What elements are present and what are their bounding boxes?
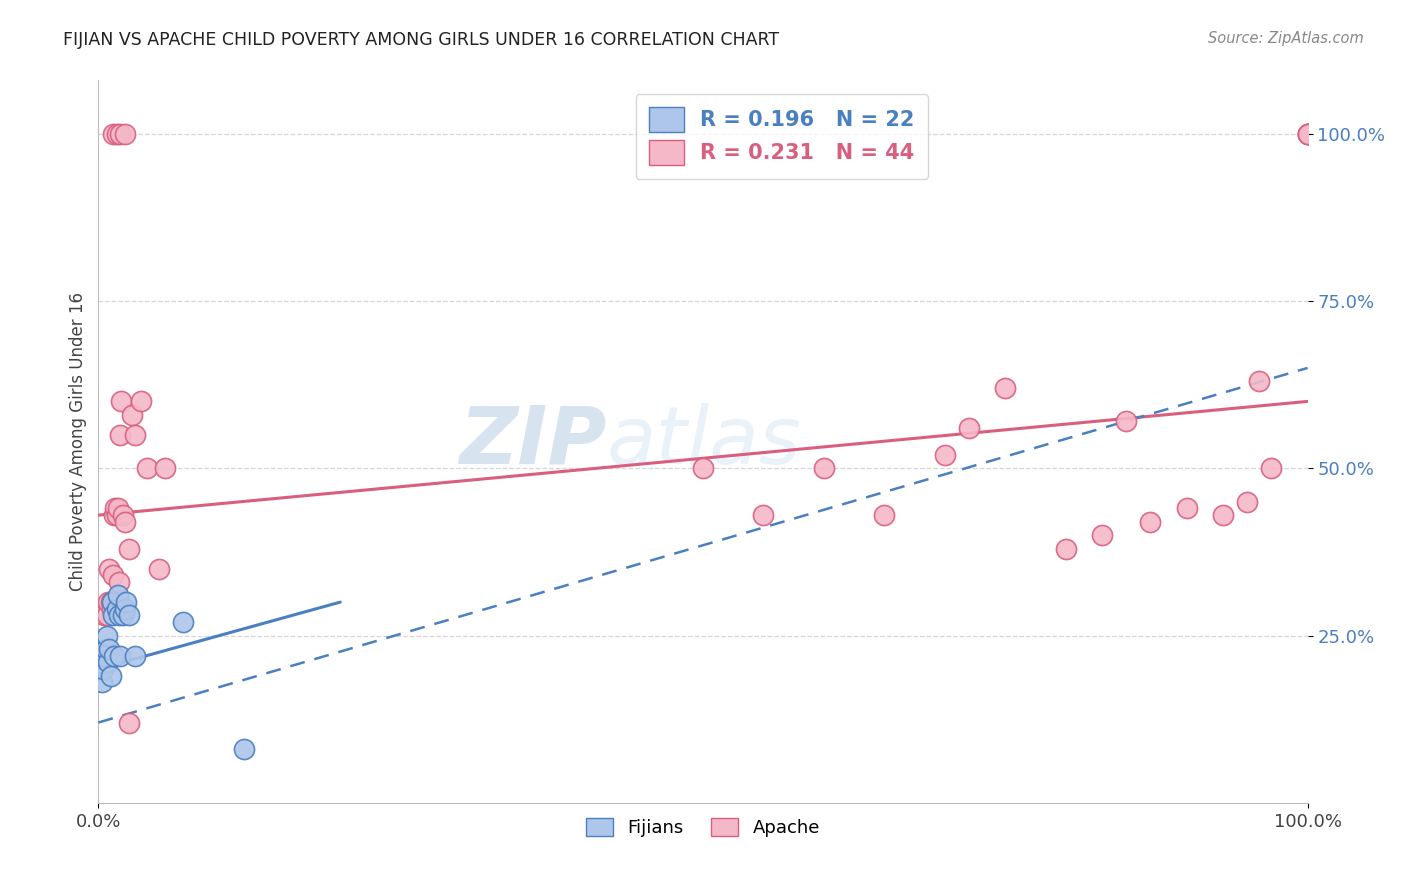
Point bbox=[101, 568, 124, 582]
Point bbox=[111, 608, 134, 623]
Point bbox=[153, 461, 176, 475]
Point bbox=[114, 515, 136, 529]
Point bbox=[111, 508, 134, 523]
Point bbox=[108, 127, 131, 141]
Point bbox=[98, 562, 121, 576]
Point bbox=[1054, 541, 1077, 556]
Point bbox=[108, 608, 131, 623]
Point bbox=[93, 648, 115, 663]
Point bbox=[1296, 127, 1319, 141]
Point bbox=[103, 508, 125, 523]
Y-axis label: Child Poverty Among Girls Under 16: Child Poverty Among Girls Under 16 bbox=[69, 292, 87, 591]
Point bbox=[1175, 501, 1198, 516]
Point bbox=[121, 408, 143, 422]
Text: atlas: atlas bbox=[606, 402, 801, 481]
Point bbox=[105, 602, 128, 616]
Point bbox=[105, 508, 128, 523]
Point bbox=[118, 608, 141, 623]
Point bbox=[124, 427, 146, 442]
Point bbox=[100, 669, 122, 683]
Point bbox=[1115, 414, 1137, 429]
Point bbox=[1139, 515, 1161, 529]
Point bbox=[91, 662, 114, 676]
Point bbox=[1249, 375, 1271, 389]
Point bbox=[107, 501, 129, 516]
Point bbox=[94, 642, 117, 657]
Point bbox=[91, 675, 114, 690]
Point bbox=[135, 461, 157, 475]
Point bbox=[1260, 461, 1282, 475]
Point bbox=[96, 628, 118, 642]
Point bbox=[1091, 528, 1114, 542]
Point bbox=[172, 615, 194, 630]
Point bbox=[96, 608, 118, 623]
Point bbox=[107, 589, 129, 603]
Point bbox=[105, 127, 128, 141]
Point bbox=[110, 394, 132, 409]
Point bbox=[1296, 127, 1319, 141]
Point bbox=[114, 602, 136, 616]
Point bbox=[957, 421, 980, 435]
Point bbox=[108, 575, 131, 590]
Point bbox=[752, 508, 775, 523]
Point bbox=[692, 461, 714, 475]
Point bbox=[994, 381, 1017, 395]
Point bbox=[118, 715, 141, 730]
Point bbox=[148, 562, 170, 576]
Point bbox=[124, 648, 146, 663]
Point bbox=[1236, 494, 1258, 508]
Point bbox=[115, 595, 138, 609]
Point bbox=[98, 642, 121, 657]
Point bbox=[129, 394, 152, 409]
Point bbox=[813, 461, 835, 475]
Point bbox=[232, 742, 254, 756]
Point bbox=[101, 608, 124, 623]
Point bbox=[97, 595, 120, 609]
Point bbox=[934, 448, 956, 462]
Point bbox=[104, 501, 127, 516]
Point bbox=[108, 648, 131, 663]
Point bbox=[108, 427, 131, 442]
Legend: Fijians, Apache: Fijians, Apache bbox=[579, 811, 827, 845]
Point bbox=[100, 595, 122, 609]
Text: FIJIAN VS APACHE CHILD POVERTY AMONG GIRLS UNDER 16 CORRELATION CHART: FIJIAN VS APACHE CHILD POVERTY AMONG GIR… bbox=[63, 31, 779, 49]
Text: Source: ZipAtlas.com: Source: ZipAtlas.com bbox=[1208, 31, 1364, 46]
Point bbox=[100, 595, 122, 609]
Point bbox=[118, 541, 141, 556]
Point bbox=[103, 648, 125, 663]
Point bbox=[114, 127, 136, 141]
Text: ZIP: ZIP bbox=[458, 402, 606, 481]
Point bbox=[97, 655, 120, 669]
Point bbox=[100, 602, 122, 616]
Point bbox=[1296, 127, 1319, 141]
Point bbox=[93, 608, 115, 623]
Point bbox=[873, 508, 896, 523]
Point bbox=[101, 127, 124, 141]
Point bbox=[1296, 127, 1319, 141]
Point bbox=[1212, 508, 1234, 523]
